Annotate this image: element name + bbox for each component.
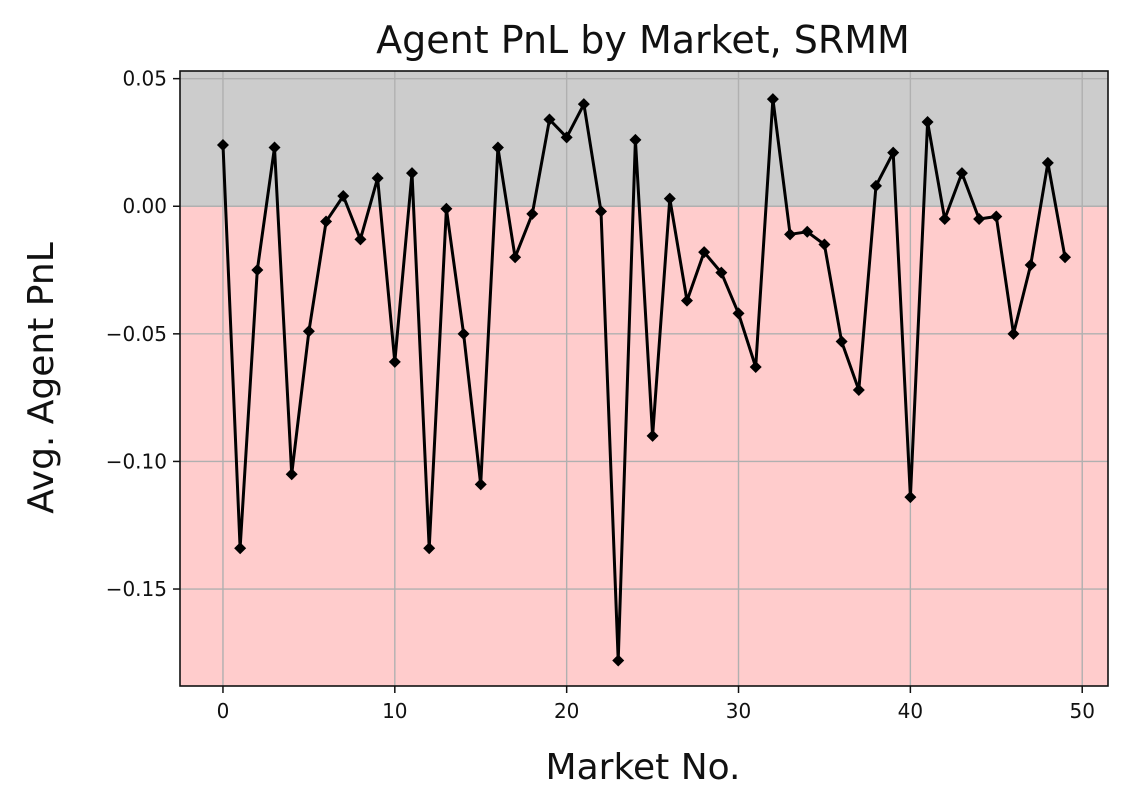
- series-agent-pnl: [216, 93, 1072, 667]
- data-point: [320, 215, 333, 228]
- data-point: [423, 542, 436, 555]
- data-point: [715, 266, 728, 279]
- data-point: [440, 202, 453, 215]
- data-point: [955, 167, 968, 180]
- y-axis-label: Avg. Agent PnL: [21, 242, 62, 514]
- data-point: [302, 325, 315, 338]
- data-point: [1059, 251, 1072, 264]
- data-point: [870, 179, 882, 192]
- data-point: [801, 225, 814, 238]
- data-point: [646, 429, 659, 442]
- data-point: [457, 327, 470, 340]
- data-point: [337, 190, 350, 203]
- data-point: [749, 361, 762, 374]
- y-axis-ticks: 0.05 0.00 −0.05 −0.10 −0.15: [106, 67, 180, 601]
- y-tick-label: 0.05: [122, 67, 167, 91]
- data-point: [680, 294, 693, 307]
- data-point: [1041, 156, 1054, 169]
- x-tick-label: 0: [217, 699, 230, 723]
- y-tick-label: −0.15: [106, 577, 167, 601]
- data-point: [560, 131, 573, 144]
- y-tick-label: 0.00: [122, 194, 167, 218]
- data-point: [818, 238, 831, 251]
- x-tick-label: 50: [1069, 699, 1094, 723]
- data-point: [234, 542, 247, 555]
- data-point: [732, 307, 745, 320]
- data-point: [904, 491, 917, 504]
- data-point: [354, 233, 367, 246]
- data-point: [1024, 258, 1037, 271]
- positive-region: [180, 71, 1108, 207]
- data-point: [474, 478, 487, 491]
- data-point: [629, 133, 642, 146]
- x-tick-label: 40: [898, 699, 923, 723]
- plot-frame: [179, 70, 1109, 687]
- data-point: [887, 146, 900, 159]
- y-tick-label: −0.10: [106, 449, 167, 473]
- data-point: [577, 98, 590, 111]
- x-axis-ticks: 0 10 20 30 40 50: [217, 686, 1095, 723]
- x-tick-label: 30: [726, 699, 751, 723]
- y-tick-label: −0.05: [106, 322, 167, 346]
- data-point: [388, 355, 401, 368]
- data-point: [973, 213, 986, 226]
- data-point: [835, 335, 848, 348]
- data-point: [784, 228, 797, 241]
- data-point: [406, 167, 418, 180]
- data-point: [1007, 327, 1020, 340]
- data-point: [251, 264, 264, 277]
- data-point: [766, 93, 779, 106]
- data-point: [698, 246, 711, 259]
- data-point: [526, 207, 539, 220]
- data-point: [595, 205, 608, 218]
- data-point: [921, 116, 934, 129]
- data-point: [509, 251, 522, 264]
- data-point: [268, 141, 281, 154]
- x-tick-label: 20: [554, 699, 579, 723]
- data-point: [543, 113, 556, 126]
- data-point: [491, 141, 504, 154]
- data-point: [612, 654, 625, 667]
- background-regions: [180, 71, 1108, 686]
- data-point: [938, 213, 951, 226]
- data-point: [216, 139, 229, 152]
- x-tick-label: 10: [382, 699, 407, 723]
- chart-title: Agent PnL by Market, SRMM: [376, 18, 910, 62]
- data-point: [285, 468, 298, 481]
- data-point: [371, 172, 384, 185]
- x-axis-label: Market No.: [546, 747, 741, 788]
- data-point: [663, 192, 676, 205]
- series-line: [221, 97, 1067, 662]
- data-point: [990, 210, 1003, 223]
- data-point: [852, 383, 865, 396]
